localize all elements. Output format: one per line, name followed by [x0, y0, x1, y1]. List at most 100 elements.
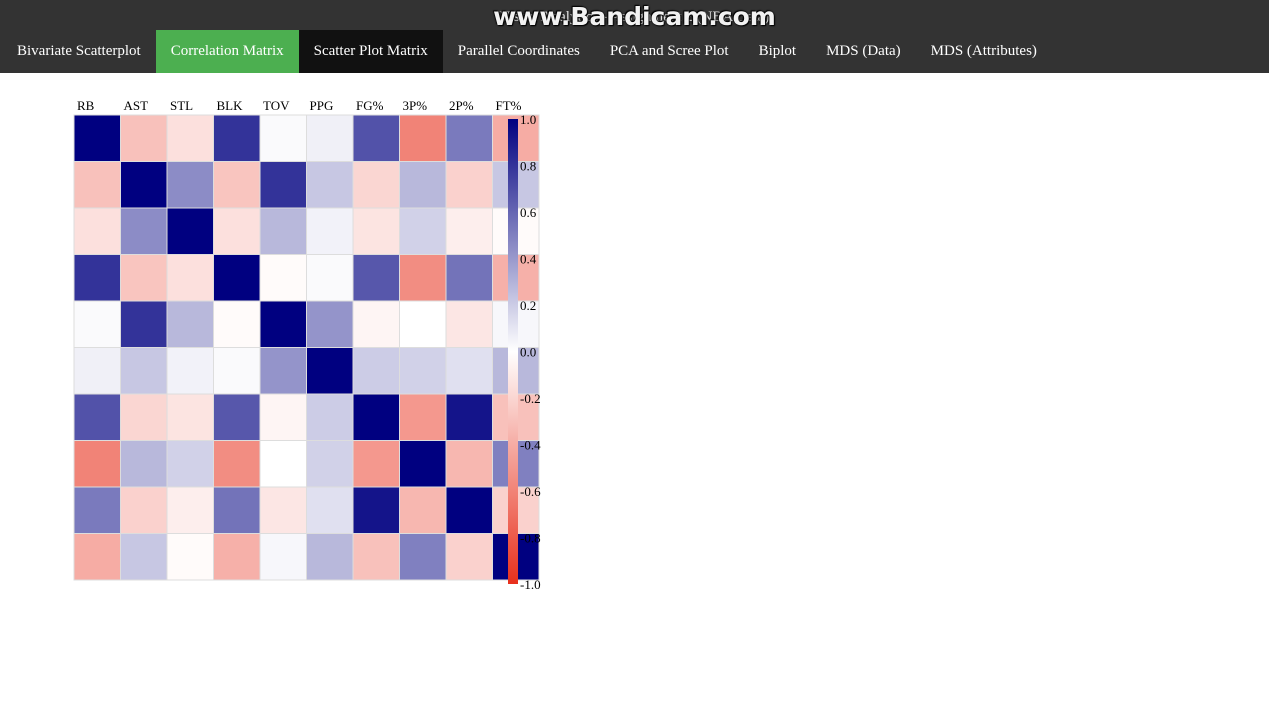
heatmap-cell	[120, 300, 168, 348]
legend-tick-label: 0.2	[520, 298, 536, 313]
heatmap-cell	[445, 254, 493, 302]
heatmap-cell	[306, 533, 354, 581]
column-label: FT%	[496, 98, 522, 113]
heatmap-cell	[399, 486, 447, 534]
legend-tick-label: -0.2	[520, 391, 541, 406]
heatmap-cell	[259, 254, 307, 302]
legend-tick-label: -0.8	[520, 531, 541, 546]
page-title: Visual Analytics - Assignment 2 (NBA Dat…	[499, 9, 770, 25]
heatmap-cell	[120, 254, 168, 302]
heatmap-cell	[306, 486, 354, 534]
nav-parallel-coordinates[interactable]: Parallel Coordinates	[457, 43, 580, 59]
heatmap-cell	[306, 207, 354, 255]
nav-correlation-matrix[interactable]: Correlation Matrix	[155, 30, 299, 73]
heatmap-cell	[352, 207, 400, 255]
nav-mds-attributes[interactable]: MDS (Attributes)	[930, 43, 1037, 59]
heatmap-cell	[213, 300, 261, 348]
heatmap-cell	[120, 440, 168, 488]
heatmap-cell	[352, 300, 400, 348]
heatmap-cell	[73, 533, 121, 581]
column-label: STL	[170, 98, 193, 113]
heatmap-cell	[259, 114, 307, 162]
heatmap-cell	[73, 161, 121, 209]
heatmap-cell	[399, 347, 447, 395]
heatmap-cell	[213, 254, 261, 302]
heatmap-cell	[213, 161, 261, 209]
heatmap-cell	[352, 533, 400, 581]
legend-tick-label: -0.6	[520, 484, 541, 499]
heatmap-cell	[120, 347, 168, 395]
heatmap-cell	[73, 440, 121, 488]
heatmap-cell	[352, 347, 400, 395]
heatmap-cell	[166, 486, 214, 534]
heatmap-cell	[213, 347, 261, 395]
heatmap-cell	[399, 161, 447, 209]
heatmap-cell	[166, 207, 214, 255]
column-label: 2P%	[449, 98, 474, 113]
heatmap-cell	[306, 300, 354, 348]
heatmap-cell	[399, 440, 447, 488]
heatmap-cell	[259, 207, 307, 255]
heatmap-cell	[73, 114, 121, 162]
heatmap-cell	[352, 114, 400, 162]
heatmap-cell	[259, 533, 307, 581]
heatmap-cell	[445, 207, 493, 255]
legend-tick-label: 1.0	[520, 112, 536, 127]
heatmap-cell	[73, 347, 121, 395]
heatmap-cell	[120, 114, 168, 162]
column-label: AST	[124, 98, 149, 113]
heatmap-cell	[306, 114, 354, 162]
heatmap-cell	[259, 347, 307, 395]
heatmap-cell	[399, 207, 447, 255]
heatmap-cell	[120, 207, 168, 255]
heatmap-cell	[213, 393, 261, 441]
heatmap-cell	[166, 161, 214, 209]
heatmap-cell	[445, 393, 493, 441]
heatmap-cell	[399, 300, 447, 348]
heatmap-cell	[259, 300, 307, 348]
heatmap-cell	[352, 254, 400, 302]
heatmap-cell	[352, 393, 400, 441]
column-label: RB	[77, 98, 95, 113]
heatmap-cell	[120, 393, 168, 441]
heatmap-cell	[352, 161, 400, 209]
top-nav: Bivariate Scatterplot Correlation Matrix S…	[2, 30, 1052, 73]
nav-biplot[interactable]: Biplot	[758, 43, 797, 59]
nav-scatter-plot-matrix[interactable]: Scatter Plot Matrix	[298, 30, 443, 73]
legend-tick-label: 0.6	[520, 205, 537, 220]
column-label: BLK	[217, 98, 244, 113]
nav-mds-data[interactable]: MDS (Data)	[826, 43, 901, 59]
heatmap-cell	[73, 486, 121, 534]
heatmap-cell	[259, 440, 307, 488]
heatmap-cell	[445, 161, 493, 209]
heatmap-cell	[73, 300, 121, 348]
heatmap-cell	[445, 440, 493, 488]
heatmap-cell	[399, 533, 447, 581]
heatmap-cell	[213, 533, 261, 581]
heatmap-cell	[166, 300, 214, 348]
heatmap-cell	[445, 300, 493, 348]
heatmap-cell	[166, 393, 214, 441]
heatmap-cell	[352, 440, 400, 488]
heatmap-cell	[306, 347, 354, 395]
legend-tick-label: 0.0	[520, 345, 536, 360]
nav-pca-scree-plot[interactable]: PCA and Scree Plot	[609, 43, 729, 59]
heatmap-cell	[306, 254, 354, 302]
color-legend-bar	[508, 119, 518, 584]
heatmap-cell	[306, 440, 354, 488]
heatmap-cell	[73, 254, 121, 302]
heatmap-cell	[352, 486, 400, 534]
heatmap-cell	[306, 161, 354, 209]
heatmap-cell	[399, 114, 447, 162]
heatmap-cell	[259, 161, 307, 209]
legend-tick-label: 0.4	[520, 252, 537, 267]
heatmap-cell	[213, 114, 261, 162]
legend-tick-label: -1.0	[520, 577, 541, 592]
column-label: TOV	[263, 98, 290, 113]
heatmap-cell	[166, 114, 214, 162]
heatmap-cell	[120, 533, 168, 581]
nav-bivariate-scatterplot[interactable]: Bivariate Scatterplot	[17, 43, 141, 59]
heatmap-cell	[259, 393, 307, 441]
column-label: PPG	[310, 98, 334, 113]
heatmap-cell	[445, 533, 493, 581]
